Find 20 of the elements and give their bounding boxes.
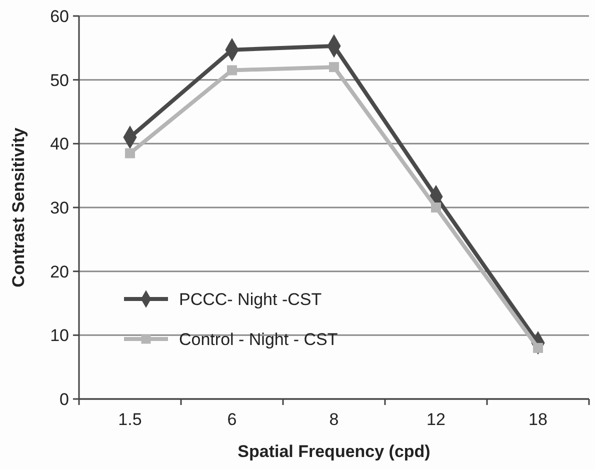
x-axis-title: Spatial Frequency (cpd) [238, 442, 430, 461]
point [329, 62, 339, 72]
y-tick-label: 10 [50, 326, 69, 346]
y-tick-label: 40 [50, 134, 69, 154]
y-tick-label: 30 [50, 198, 69, 218]
y-tick-label: 60 [50, 7, 69, 26]
y-tick-label: 50 [50, 70, 69, 90]
x-tick-label: 8 [329, 410, 339, 429]
y-tick-label: 20 [50, 262, 69, 282]
point [125, 148, 135, 158]
legend-label: Control - Night - CST [179, 330, 338, 349]
y-tick-label: 0 [60, 390, 69, 409]
y-axis-title: Contrast Sensitivity [9, 127, 28, 288]
x-tick-label: 18 [528, 410, 548, 429]
x-tick-label: 1.5 [118, 410, 142, 429]
point [227, 65, 237, 76]
point [431, 202, 441, 212]
x-tick-label: 6 [227, 410, 237, 429]
legend-label: PCCC- Night -CST [179, 290, 322, 309]
x-tick-label: 12 [426, 410, 446, 429]
